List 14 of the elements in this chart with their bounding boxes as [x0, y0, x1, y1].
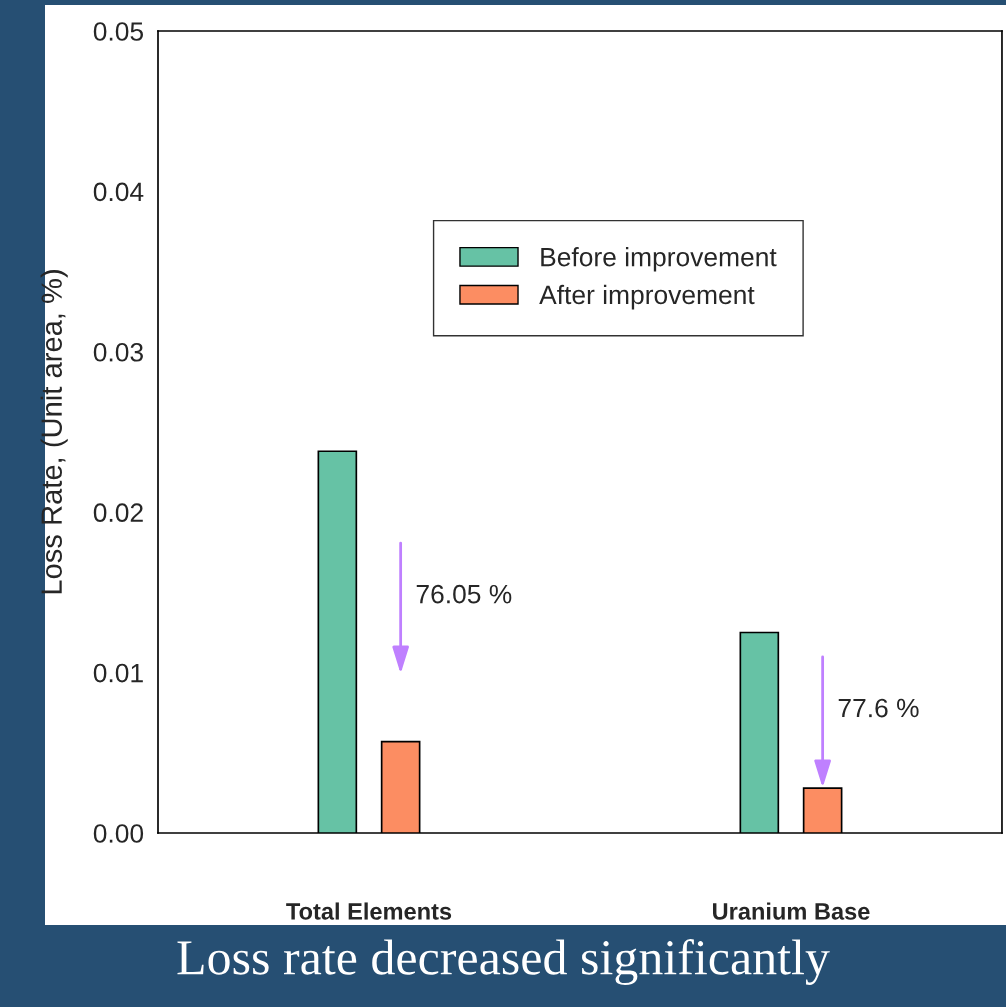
- x-tick-label: Total Elements: [286, 902, 452, 920]
- legend-label: Before improvement: [541, 247, 777, 272]
- y-tick-label: 0.00: [93, 824, 144, 843]
- x-tick-label: Uranium Base: [713, 902, 870, 920]
- annotation: 76.05 %: [416, 584, 512, 604]
- y-tick-label: 0.02: [93, 503, 143, 523]
- y-tick-label: 0.05: [93, 22, 144, 41]
- annotation: 77.6 %: [838, 698, 919, 718]
- legend-label: After improvement: [539, 284, 755, 310]
- y-tick-label: 0.04: [93, 182, 144, 202]
- y-tick-label: 0.01: [93, 663, 143, 683]
- text: Loss rate decreased significantly: [177, 939, 830, 985]
- y-axis-title: Loss Rate, (Unit area, %): [40, 270, 68, 594]
- y-tick-label: 0.03: [93, 342, 143, 362]
